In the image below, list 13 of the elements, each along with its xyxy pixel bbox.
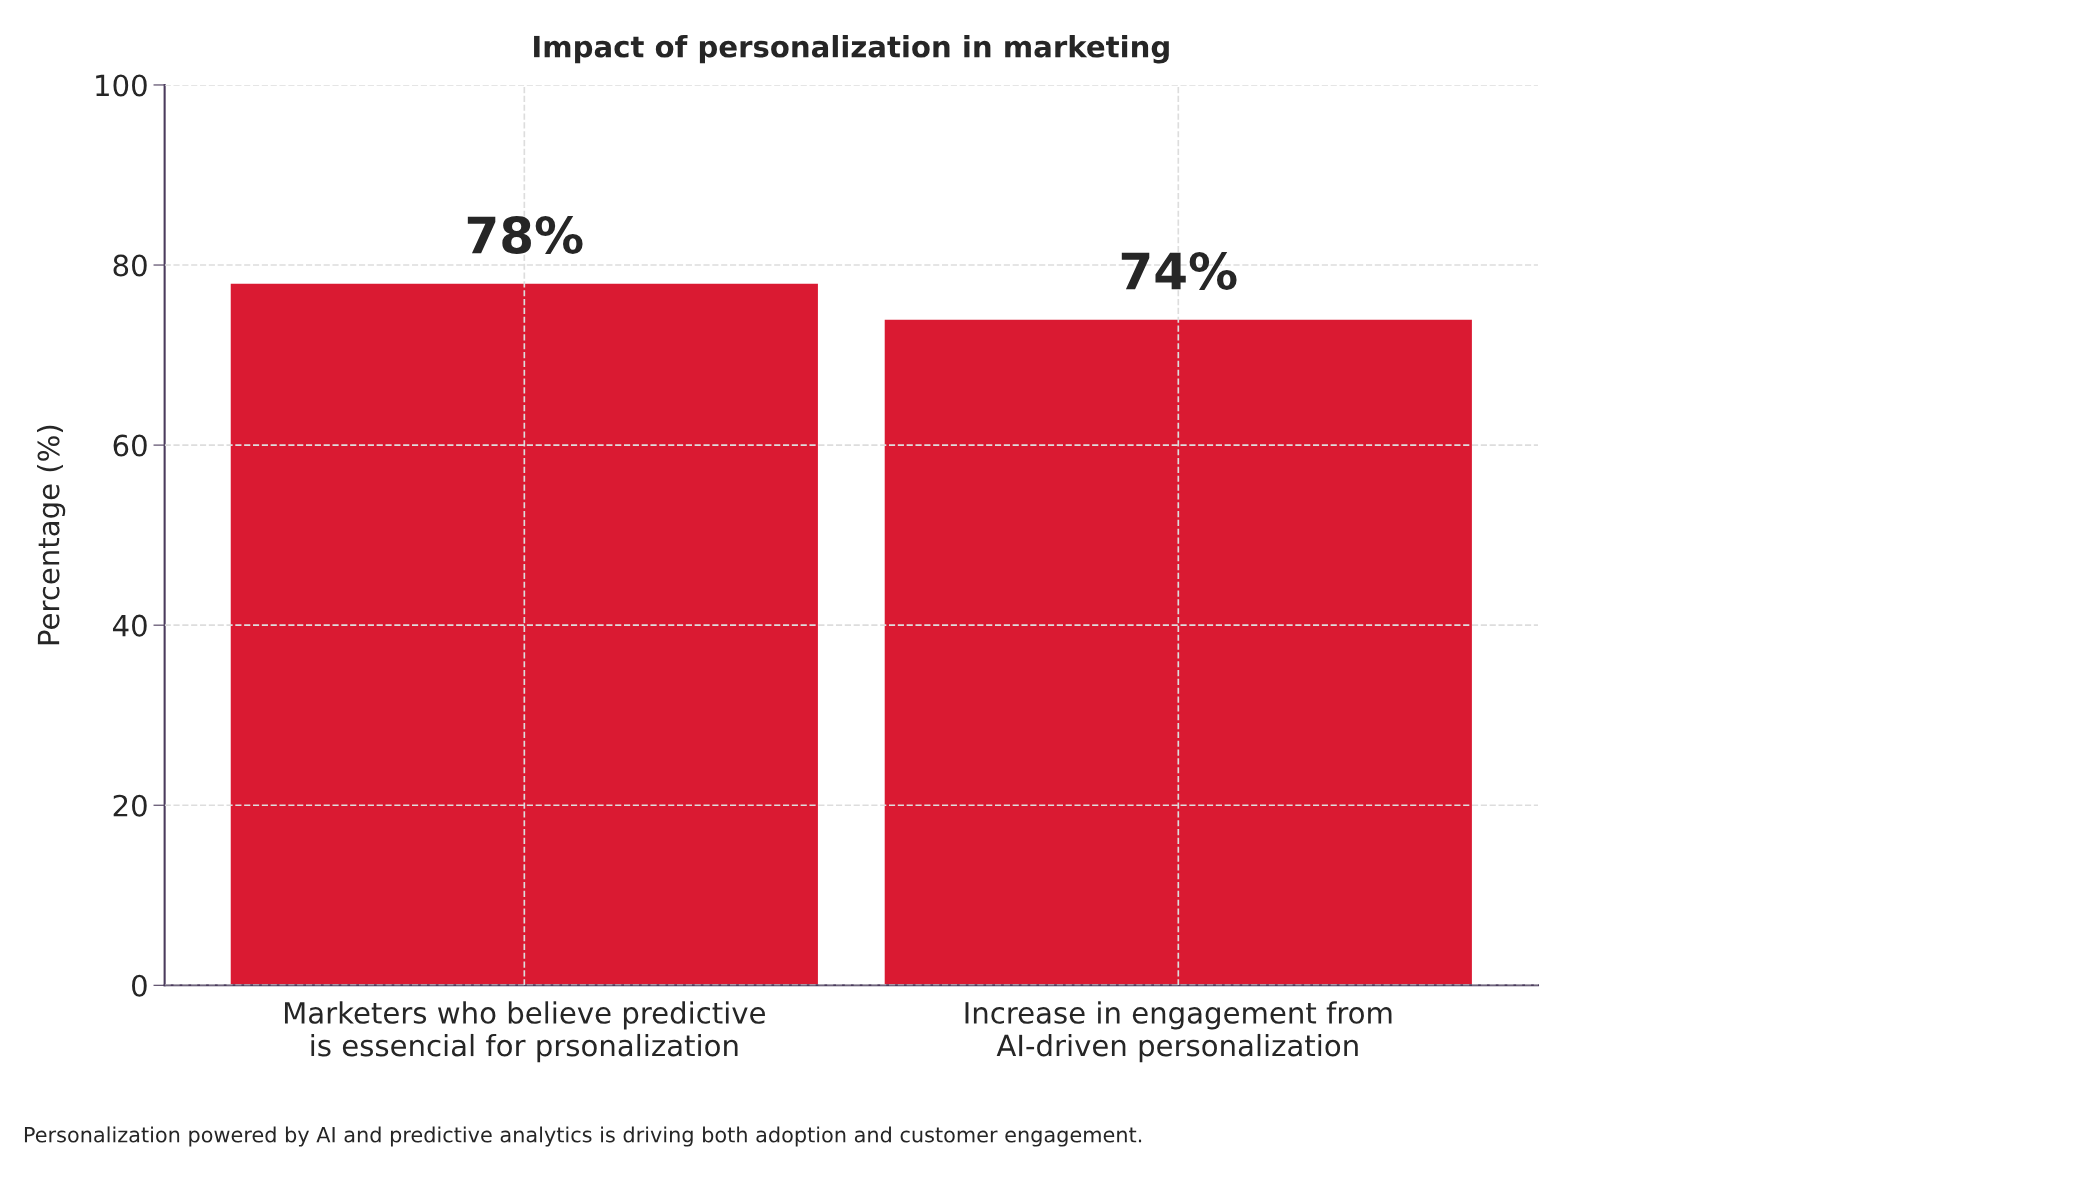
y-tick-label: 60 xyxy=(113,434,147,457)
y-tick-label: 100 xyxy=(96,74,147,97)
text: Personalization powered by AI and predictive analytics is driving both adoption and customer engagement. xyxy=(24,1126,1142,1147)
y-axis-title: Percentage (%) xyxy=(37,425,66,645)
y-tick-label: 0 xyxy=(132,974,147,997)
y-tick-label: 20 xyxy=(113,794,147,817)
x-tick-label: Marketers who believe predictive is essencial for prsonalization xyxy=(284,1001,765,1063)
y-tick-label: 80 xyxy=(113,254,147,277)
x-tick-label: Increase in engagement from AI-driven personalization xyxy=(965,1001,1392,1063)
chart-title: Impact of personalization in marketing xyxy=(534,35,1169,64)
data-label: 78% xyxy=(467,216,583,254)
y-tick-label: 40 xyxy=(112,614,147,637)
data-label: 74% xyxy=(1121,252,1237,290)
